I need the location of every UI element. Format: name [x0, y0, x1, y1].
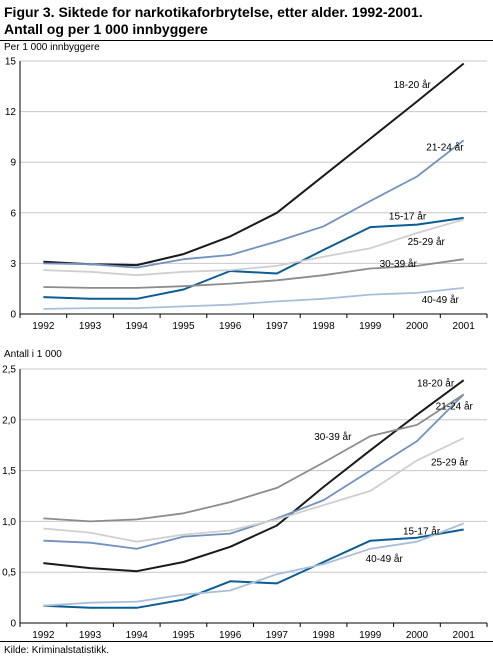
source-rule: [0, 641, 493, 642]
series-label-25-29-r: 25-29 år: [408, 236, 446, 248]
y-tick-label: 1,0: [2, 517, 16, 528]
series-line-18-20-r: [43, 62, 465, 267]
series-label-40-49-r: 40-49 år: [422, 294, 460, 306]
y-tick-label: 0: [10, 619, 16, 630]
y-tick-label: 3: [10, 259, 16, 270]
series-line-30-39-r: [43, 393, 465, 523]
y-tick-label: 12: [5, 107, 17, 118]
series-label-21-24-r: 21-24 år: [436, 401, 474, 413]
source-note: Kilde: Kriminalstatistikk.: [4, 645, 110, 656]
series-label-18-20-r: 18-20 år: [417, 377, 455, 389]
y-tick-label: 1,5: [2, 466, 16, 477]
x-tick-label: 2001: [453, 321, 476, 332]
title-rule: [0, 40, 493, 41]
series-line-21-24-r: [43, 393, 465, 550]
x-tick-label: 2000: [406, 630, 429, 641]
x-tick-label: 1992: [32, 630, 55, 641]
y-tick-label: 2,5: [2, 365, 16, 376]
y-tick-label: 15: [5, 57, 17, 68]
series-line-40-49-r: [43, 522, 465, 607]
x-tick-label: 1996: [219, 630, 242, 641]
x-tick-label: 1997: [266, 321, 289, 332]
chart-count: Antall i 1 000 0 0,5 1,0 1,5 2,0 2,5 1992 1993 19…: [2, 349, 488, 641]
chart-per-1000: Per 1 000 innbyggere 0 3 6 9 12 15 1992 1993 1994…: [4, 42, 488, 332]
series-label-18-20-r: 18-20 år: [394, 79, 432, 91]
series-label-15-17-r: 15-17 år: [403, 526, 441, 538]
series-line-30-39-r: [43, 258, 464, 289]
x-tick-label: 1998: [312, 630, 335, 641]
series-label-25-29-r: 25-29 år: [431, 457, 469, 469]
y-tick-label: 2,0: [2, 415, 16, 426]
series-line-40-49-r: [43, 287, 464, 310]
series-line-25-29-r: [43, 218, 464, 277]
series-label-40-49-r: 40-49 år: [366, 553, 404, 565]
x-tick-label: 1994: [126, 321, 149, 332]
series-label-15-17-r: 15-17 år: [389, 211, 427, 223]
y-axis-title: Antall i 1 000: [4, 349, 62, 360]
x-tick-label: 2000: [406, 321, 429, 332]
x-tick-label: 1993: [79, 321, 102, 332]
y-tick-label: 9: [10, 158, 16, 169]
x-tick-label: 1992: [32, 321, 55, 332]
y-tick-label: 0,5: [2, 568, 16, 579]
x-tick-label: 1999: [359, 321, 382, 332]
series-label-21-24-r: 21-24 år: [426, 141, 464, 153]
x-tick-label: 1995: [172, 321, 195, 332]
y-axis-title: Per 1 000 innbyggere: [4, 42, 100, 53]
series-line-21-24-r: [43, 139, 465, 269]
x-tick-label: 1999: [359, 630, 382, 641]
x-tick-label: 1994: [126, 630, 149, 641]
series-label-30-39-r: 30-39 år: [380, 258, 418, 270]
x-tick-label: 2001: [453, 630, 476, 641]
y-tick-label: 0: [10, 310, 16, 321]
x-tick-label: 1993: [79, 630, 102, 641]
series-line-25-29-r: [43, 437, 465, 543]
x-tick-label: 1997: [266, 630, 289, 641]
figure-title-line-1: Figur 3. Siktede for narkotikaforbrytels…: [4, 4, 423, 20]
figure-title-line-2: Antall og per 1 000 innbyggere: [4, 21, 208, 37]
series-label-30-39-r: 30-39 år: [314, 431, 352, 443]
x-tick-label: 1996: [219, 321, 242, 332]
series-line-15-17-r: [43, 216, 464, 300]
x-tick-label: 1995: [172, 630, 195, 641]
y-tick-label: 6: [10, 208, 16, 219]
series-line-18-20-r: [43, 379, 465, 573]
figure-title: Figur 3. Siktede for narkotikaforbrytels…: [4, 4, 484, 38]
x-tick-label: 1998: [312, 321, 335, 332]
